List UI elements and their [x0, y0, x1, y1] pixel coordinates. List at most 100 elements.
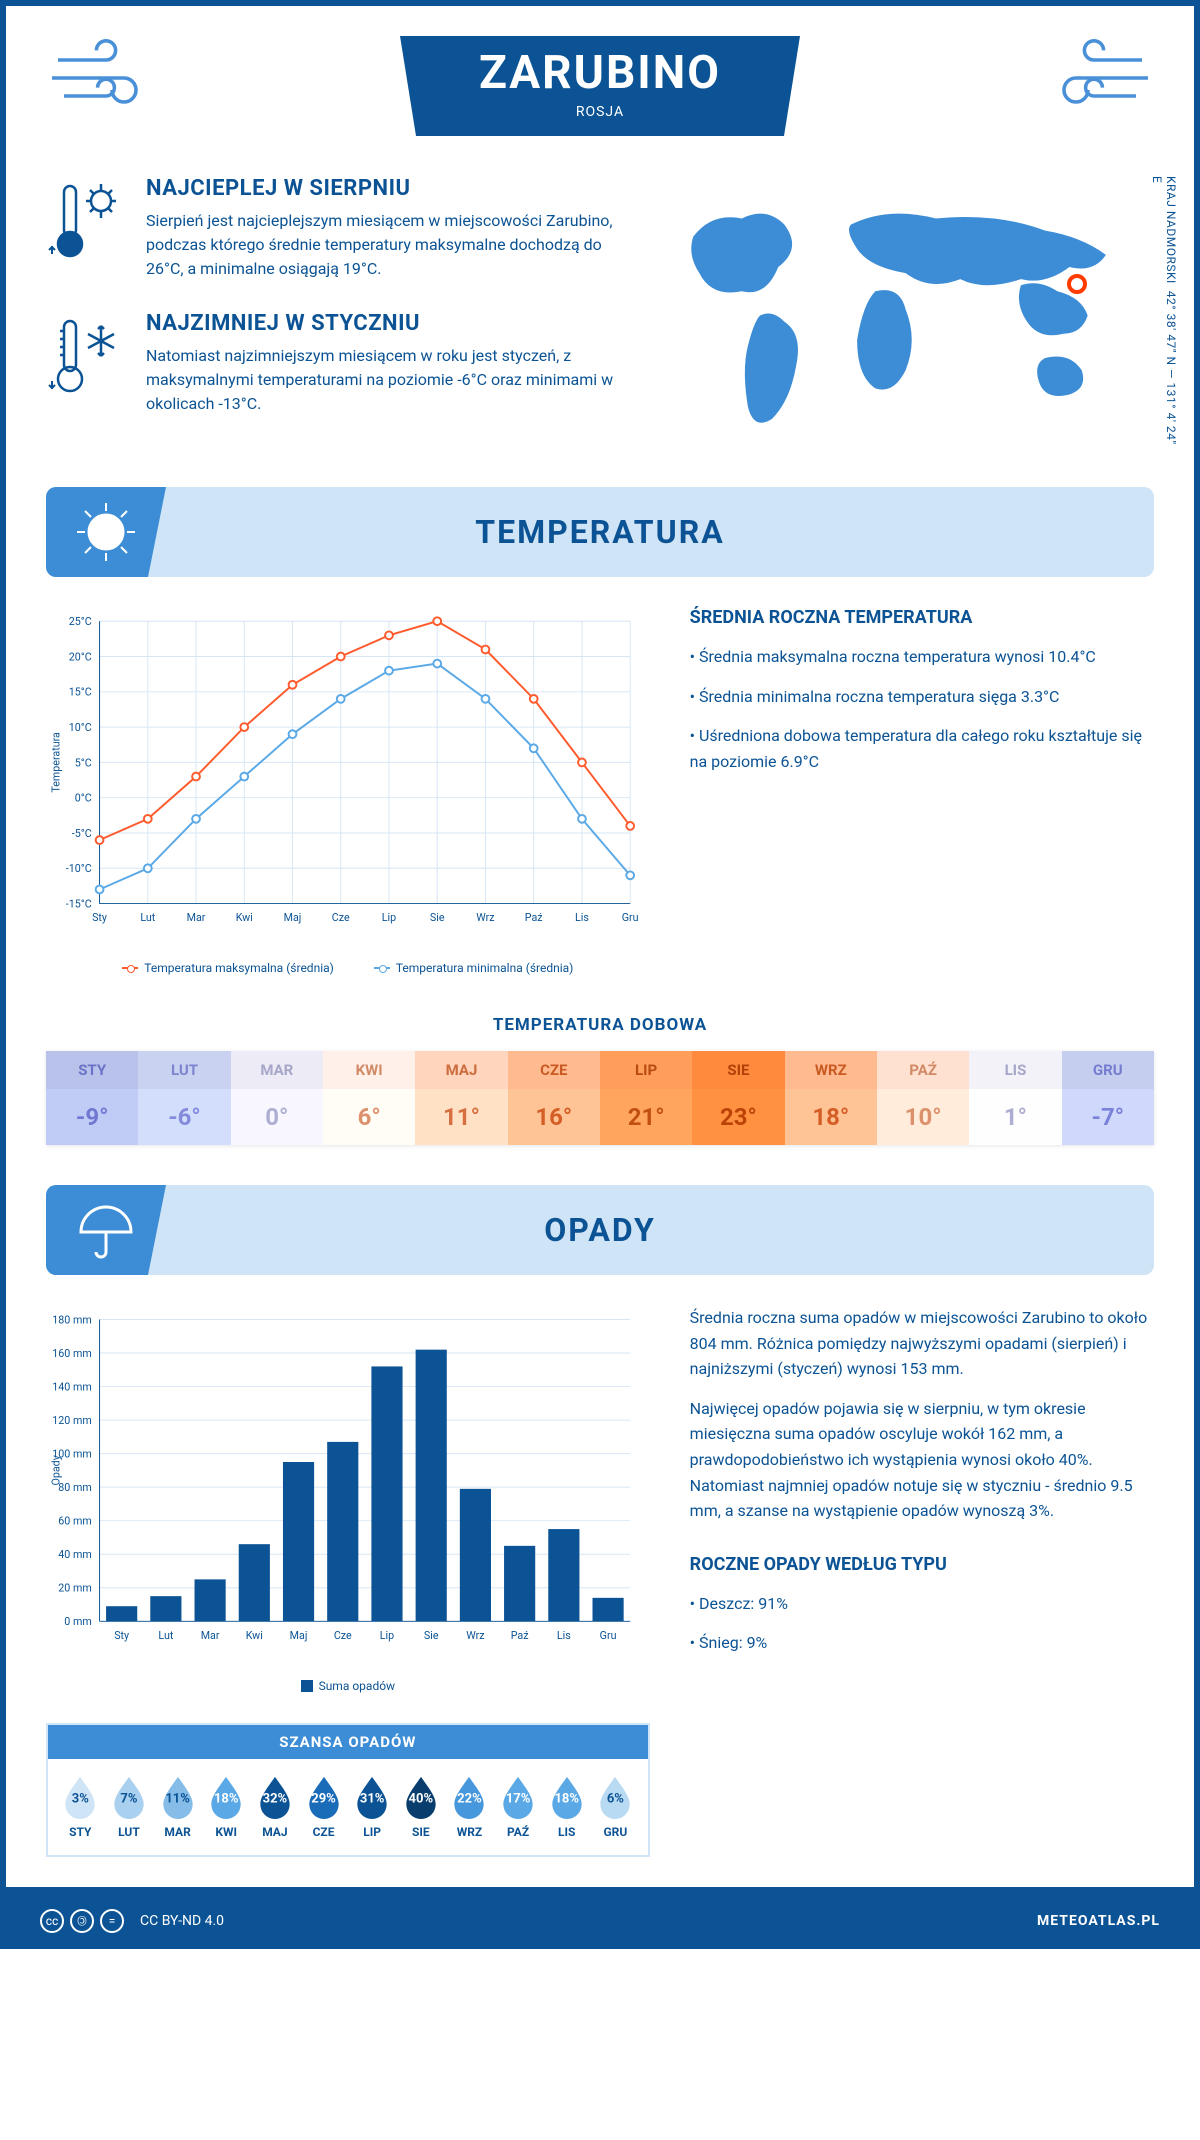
temperature-line-chart: -15°C-10°C-5°C0°C5°C10°C15°C20°C25°CStyL… — [46, 607, 650, 975]
temperature-title: TEMPERATURA — [166, 513, 1154, 551]
svg-text:-15°C: -15°C — [66, 897, 92, 910]
svg-text:Maj: Maj — [290, 1629, 308, 1642]
rain-chance-item: 29%CZE — [299, 1775, 348, 1839]
month-cell: STY-9° — [46, 1051, 138, 1145]
rain-chance-item: 18%LIS — [542, 1775, 591, 1839]
svg-text:Wrz: Wrz — [476, 911, 494, 924]
avg-temp-title: ŚREDNIA ROCZNA TEMPERATURA — [690, 607, 1154, 628]
nd-icon: = — [100, 1909, 124, 1933]
svg-text:15°C: 15°C — [69, 686, 92, 699]
svg-text:Mar: Mar — [187, 911, 206, 924]
svg-text:-10°C: -10°C — [66, 862, 92, 875]
month-cell: LIS1° — [969, 1051, 1061, 1145]
svg-text:Lut: Lut — [140, 911, 155, 924]
svg-text:120 mm: 120 mm — [52, 1414, 91, 1427]
month-cell: LIP21° — [600, 1051, 692, 1145]
temperature-row: -15°C-10°C-5°C0°C5°C10°C15°C20°C25°CStyL… — [46, 607, 1154, 975]
svg-text:Gru: Gru — [622, 911, 639, 924]
intro-row: NAJCIEPLEJ W SIERPNIU Sierpień jest najc… — [46, 176, 1154, 447]
coldest-body: Natomiast najzimniejszym miesiącem w rok… — [146, 344, 629, 416]
svg-text:Lut: Lut — [158, 1629, 173, 1642]
rain-chance-item: 18%KWI — [202, 1775, 251, 1839]
svg-text:180 mm: 180 mm — [52, 1313, 91, 1326]
svg-text:Mar: Mar — [201, 1629, 220, 1642]
facts-column: NAJCIEPLEJ W SIERPNIU Sierpień jest najc… — [46, 176, 629, 447]
temperature-section-header: TEMPERATURA — [46, 487, 1154, 577]
svg-text:Temperatura: Temperatura — [50, 732, 63, 793]
rain-chance-item: 7%LUT — [105, 1775, 154, 1839]
svg-text:Cze: Cze — [334, 1629, 352, 1642]
site-name: METEOATLAS.PL — [1037, 1913, 1160, 1929]
svg-text:0°C: 0°C — [75, 792, 92, 805]
month-cell: KWI6° — [323, 1051, 415, 1145]
svg-text:Kwi: Kwi — [246, 1629, 263, 1642]
svg-text:Cze: Cze — [332, 911, 350, 924]
month-cell: WRZ18° — [785, 1051, 877, 1145]
month-cell: GRU-7° — [1062, 1051, 1154, 1145]
temperature-legend: Temperatura maksymalna (średnia) Tempera… — [46, 961, 650, 975]
precipitation-row: 0 mm20 mm40 mm60 mm80 mm100 mm120 mm140 … — [46, 1305, 1154, 1857]
svg-text:Lis: Lis — [557, 1629, 571, 1642]
svg-text:Sie: Sie — [430, 911, 445, 924]
rain-chance-title: SZANSA OPADÓW — [48, 1725, 648, 1759]
month-cell: LUT-6° — [138, 1051, 230, 1145]
umbrella-icon — [46, 1185, 166, 1275]
svg-text:Gru: Gru — [600, 1629, 617, 1642]
svg-text:5°C: 5°C — [75, 756, 92, 769]
header: ZARUBINO ROSJA — [46, 36, 1154, 136]
daily-temp-strip: STY-9°LUT-6°MAR0°KWI6°MAJ11°CZE16°LIP21°… — [46, 1051, 1154, 1145]
svg-text:Maj: Maj — [284, 911, 302, 924]
month-cell: SIE23° — [692, 1051, 784, 1145]
precipitation-legend: Suma opadów — [46, 1679, 650, 1693]
by-icon: 🄯 — [70, 1909, 94, 1933]
world-map: KRAJ NADMORSKI 42° 38' 47" N — 131° 4' 2… — [669, 176, 1154, 447]
svg-text:40 mm: 40 mm — [58, 1548, 91, 1561]
precipitation-bar-chart: 0 mm20 mm40 mm60 mm80 mm100 mm120 mm140 … — [46, 1305, 650, 1857]
precipitation-title: OPADY — [166, 1211, 1154, 1249]
month-cell: MAJ11° — [415, 1051, 507, 1145]
month-cell: MAR0° — [231, 1051, 323, 1145]
month-cell: PAŹ10° — [877, 1051, 969, 1145]
svg-text:Sty: Sty — [114, 1629, 129, 1642]
location-marker — [1067, 274, 1087, 294]
svg-text:20°C: 20°C — [69, 650, 92, 663]
svg-text:60 mm: 60 mm — [58, 1515, 91, 1528]
warmest-fact: NAJCIEPLEJ W SIERPNIU Sierpień jest najc… — [46, 176, 629, 281]
svg-text:Lis: Lis — [575, 911, 589, 924]
coldest-fact: NAJZIMNIEJ W STYCZNIU Natomiast najzimni… — [46, 311, 629, 416]
rain-chance-row: 3%STY7%LUT11%MAR18%KWI32%MAJ29%CZE31%LIP… — [48, 1759, 648, 1855]
location-title: ZARUBINO — [440, 46, 760, 100]
footer: cc 🄯 = CC BY-ND 4.0 METEOATLAS.PL — [0, 1893, 1200, 1949]
rain-chance-item: 31%LIP — [348, 1775, 397, 1839]
coldest-title: NAJZIMNIEJ W STYCZNIU — [146, 311, 629, 336]
rain-chance-item: 40%SIE — [396, 1775, 445, 1839]
svg-text:140 mm: 140 mm — [52, 1380, 91, 1393]
svg-text:Paź: Paź — [511, 1629, 529, 1642]
svg-text:160 mm: 160 mm — [52, 1347, 91, 1360]
thermometer-snowflake-icon — [46, 311, 126, 416]
precip-type-title: ROCZNE OPADY WEDŁUG TYPU — [690, 1554, 1154, 1575]
warmest-title: NAJCIEPLEJ W SIERPNIU — [146, 176, 629, 201]
month-cell: CZE16° — [508, 1051, 600, 1145]
rain-chance-item: 17%PAŹ — [494, 1775, 543, 1839]
title-ribbon: ZARUBINO ROSJA — [400, 36, 800, 136]
thermometer-sun-icon — [46, 176, 126, 281]
svg-text:Paź: Paź — [525, 911, 543, 924]
svg-text:Wrz: Wrz — [466, 1629, 484, 1642]
wind-icon — [46, 36, 166, 135]
daily-temp-title: TEMPERATURA DOBOWA — [46, 1015, 1154, 1035]
warmest-body: Sierpień jest najcieplejszym miesiącem w… — [146, 209, 629, 281]
precipitation-summary: Średnia roczna suma opadów w miejscowośc… — [690, 1305, 1154, 1857]
svg-text:25°C: 25°C — [69, 615, 92, 628]
svg-text:20 mm: 20 mm — [58, 1582, 91, 1595]
infographic-container: ZARUBINO ROSJA NAJCIEPLEJ W SIERPNIU Sie… — [0, 0, 1200, 1893]
rain-chance-box: SZANSA OPADÓW 3%STY7%LUT11%MAR18%KWI32%M… — [46, 1723, 650, 1857]
map-column: KRAJ NADMORSKI 42° 38' 47" N — 131° 4' 2… — [669, 176, 1154, 447]
rain-chance-item: 6%GRU — [591, 1775, 640, 1839]
rain-chance-item: 11%MAR — [153, 1775, 202, 1839]
svg-text:Kwi: Kwi — [236, 911, 253, 924]
coordinates-label: KRAJ NADMORSKI 42° 38' 47" N — 131° 4' 2… — [1150, 176, 1178, 447]
license-badge: cc 🄯 = CC BY-ND 4.0 — [40, 1909, 224, 1933]
precipitation-section-header: OPADY — [46, 1185, 1154, 1275]
svg-text:Opady: Opady — [50, 1455, 63, 1485]
